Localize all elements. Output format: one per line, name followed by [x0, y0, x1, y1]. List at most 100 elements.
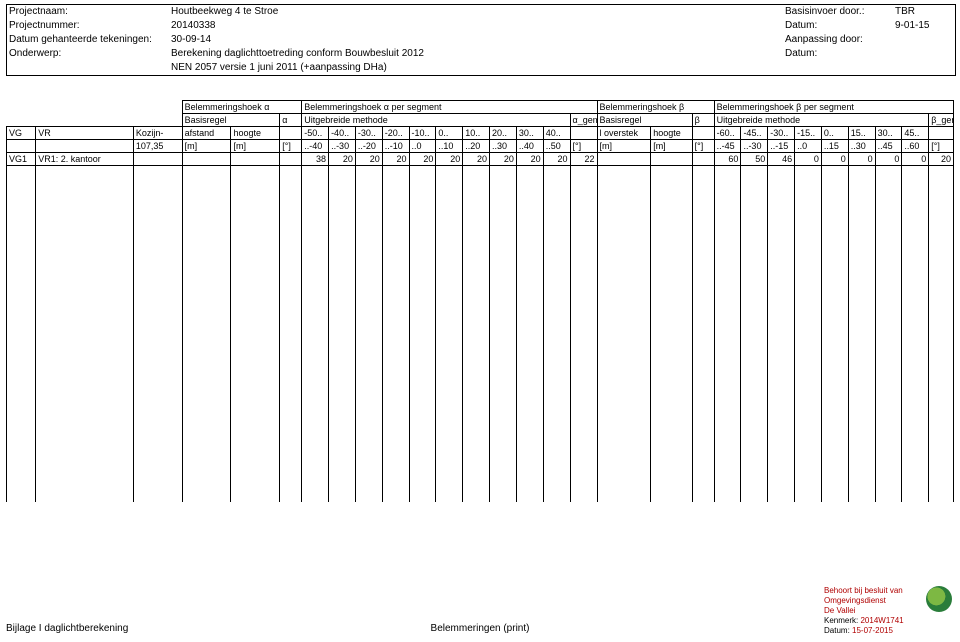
cell-segB: 50 [741, 153, 768, 166]
col-vg: VG [7, 127, 36, 140]
segA-u: ..-40 [302, 140, 329, 153]
project-header: Projectnaam: Houtbeekweg 4 te Stroe Basi… [6, 4, 956, 76]
segA-u: ..10 [436, 140, 463, 153]
unit-deg: [°] [280, 140, 302, 153]
segB-u: ..0 [795, 140, 822, 153]
column-header-row: VG VR Kozijn- afstand hoogte -50.. -40..… [7, 127, 954, 140]
hd-right-value [895, 47, 955, 61]
table-row [7, 334, 954, 346]
segB-h: -30.. [768, 127, 795, 140]
cell-segA: 20 [436, 153, 463, 166]
unit-deg: [°] [929, 140, 954, 153]
segA-h: 40.. [543, 127, 570, 140]
segB-h: 45.. [902, 127, 929, 140]
table-row [7, 382, 954, 394]
kozijn-value: 107,35 [133, 140, 182, 153]
hd-value: Houtbeekweg 4 te Stroe [169, 5, 785, 19]
hd-right-label [785, 61, 895, 75]
hd-right-value [895, 33, 955, 47]
segB-u: ..-45 [714, 140, 741, 153]
obstruction-table: Belemmeringshoek α Belemmeringshoek α pe… [6, 100, 954, 502]
col-hoogte-b: hoogte [651, 127, 692, 140]
uitg-b: Uitgebreide methode [714, 114, 929, 127]
table-row [7, 394, 954, 406]
sec-beta-basis: Belemmeringshoek β [597, 101, 714, 114]
table-row [7, 298, 954, 310]
hd-right-label: Basisinvoer door.: [785, 5, 895, 19]
hd-value: 20140338 [169, 19, 785, 33]
col-kozijn: Kozijn- [133, 127, 182, 140]
sec-beta-seg: Belemmeringshoek β per segment [714, 101, 953, 114]
segB-u: ..60 [902, 140, 929, 153]
header-row: NEN 2057 versie 1 juni 2011 (+aanpassing… [7, 61, 955, 75]
segA-h: -10.. [409, 127, 436, 140]
unit-deg: [°] [692, 140, 714, 153]
hd-right-value: 9-01-15 [895, 19, 955, 33]
basis-a: Basisregel [182, 114, 280, 127]
segB-h: -15.. [795, 127, 822, 140]
cell-segA: 20 [463, 153, 490, 166]
segA-h: 30.. [516, 127, 543, 140]
cell-segB: 0 [875, 153, 902, 166]
hd-right-value: TBR [895, 5, 955, 19]
unit-m: [m] [651, 140, 692, 153]
section-title-row: Belemmeringshoek α Belemmeringshoek α pe… [7, 101, 954, 114]
table-row [7, 262, 954, 274]
stamp-label: Kenmerk: [824, 616, 858, 625]
segA-u: ..20 [463, 140, 490, 153]
cell-segA: 20 [382, 153, 409, 166]
table-row [7, 250, 954, 262]
hd-right-label: Aanpassing door: [785, 33, 895, 47]
cell-segB: 0 [821, 153, 848, 166]
hd-label: Projectnummer: [7, 19, 169, 33]
col-loverstek: l overstek [597, 127, 651, 140]
table-row [7, 238, 954, 250]
page: Projectnaam: Houtbeekweg 4 te Stroe Basi… [0, 0, 960, 642]
hd-label [7, 61, 169, 75]
uitg-a: Uitgebreide methode [302, 114, 570, 127]
segB-u: ..45 [875, 140, 902, 153]
cell-segB: 0 [795, 153, 822, 166]
table-row [7, 190, 954, 202]
empty-rows-body [7, 166, 954, 503]
table-row [7, 226, 954, 238]
table-row [7, 322, 954, 334]
stamp-label: Datum: [824, 626, 850, 635]
col-hoogte-a: hoogte [231, 127, 280, 140]
segA-h: 20.. [490, 127, 517, 140]
cell-segA: 20 [516, 153, 543, 166]
hd-value: NEN 2057 versie 1 juni 2011 (+aanpassing… [169, 61, 785, 75]
header-row: Onderwerp: Berekening daglichttoetreding… [7, 47, 955, 61]
table-row [7, 490, 954, 502]
table-row [7, 358, 954, 370]
table-row [7, 310, 954, 322]
table-row [7, 202, 954, 214]
cell-segA: 20 [409, 153, 436, 166]
table-row [7, 454, 954, 466]
segA-u: ..40 [516, 140, 543, 153]
segA-u: ..-30 [329, 140, 356, 153]
cell-segA: 20 [490, 153, 517, 166]
hd-value: 30-09-14 [169, 33, 785, 47]
table-row [7, 274, 954, 286]
subtitle-row: Basisregel α Uitgebreide methode α_gem B… [7, 114, 954, 127]
cell-segA: 20 [543, 153, 570, 166]
table-row [7, 418, 954, 430]
segA-h: 0.. [436, 127, 463, 140]
table-row: VG1 VR1: 2. kantoor 38 20 20 20 20 20 20… [7, 153, 954, 166]
table-row [7, 286, 954, 298]
hd-value: Berekening daglichttoetreding conform Bo… [169, 47, 785, 61]
segA-u: ..-20 [355, 140, 382, 153]
cell-segA: 38 [302, 153, 329, 166]
header-row: Projectnaam: Houtbeekweg 4 te Stroe Basi… [7, 5, 955, 19]
cell-vr: VR1: 2. kantoor [36, 153, 134, 166]
segB-h: 15.. [848, 127, 875, 140]
cell-vg: VG1 [7, 153, 36, 166]
table-row [7, 214, 954, 226]
unit-m: [m] [231, 140, 280, 153]
segB-u: ..-30 [741, 140, 768, 153]
hd-right-label: Datum: [785, 19, 895, 33]
cell-segA: 20 [329, 153, 356, 166]
header-row: Datum gehanteerde tekeningen: 30-09-14 A… [7, 33, 955, 47]
segB-h: -60.. [714, 127, 741, 140]
